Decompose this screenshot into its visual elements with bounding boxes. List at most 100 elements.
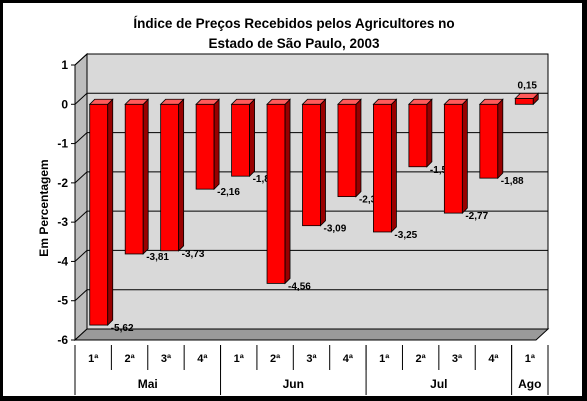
data-label: -2,16 (217, 187, 240, 198)
plot-area: 1 0 -1 -2 -3 -4 -5 -6 -5,62 -3,81 -3,73 -2,16 -1,83 -… (57, 52, 550, 395)
bar-top (88, 98, 114, 105)
data-label: 0,15 (518, 80, 538, 91)
bar-top (478, 98, 504, 105)
bar (407, 98, 433, 168)
category-label: 2ª (416, 353, 427, 365)
y-axis-label: Em Percentagem (37, 159, 51, 256)
side-wall (74, 52, 88, 342)
y-tick-label: -3 (57, 215, 68, 229)
gridline (74, 92, 548, 105)
bar-top (159, 98, 185, 105)
bar (124, 98, 150, 255)
gridline (74, 289, 548, 302)
bar-side (426, 98, 433, 168)
bar-front (443, 103, 463, 214)
bar-side (107, 98, 114, 327)
data-label: -5,62 (111, 323, 134, 334)
bar-front (373, 103, 392, 233)
bar-side (391, 98, 397, 233)
bar-front (231, 103, 250, 177)
bar-side (355, 98, 362, 198)
y-tick-label: -5 (57, 294, 68, 308)
chart-subtitle: Estado de São Paulo, 2003 (208, 36, 380, 51)
group-label: Ago (518, 377, 541, 391)
bar-top (124, 98, 150, 105)
category-label: 1ª (525, 353, 536, 365)
category-label: 4ª (197, 353, 208, 365)
bar-front (479, 103, 499, 179)
data-label: -1,83 (253, 174, 276, 185)
bar-front (514, 97, 534, 105)
bar-top (301, 98, 327, 105)
category-label: 1ª (234, 353, 245, 365)
bar-side (320, 98, 326, 227)
bar-top (407, 98, 433, 105)
bar (301, 98, 327, 227)
bar-top (230, 98, 256, 105)
category-label: 3ª (306, 353, 317, 365)
bar-side (497, 98, 504, 180)
chart-title: Índice de Preços Recebidos pelos Agricul… (133, 16, 454, 31)
category-label: 2ª (270, 353, 281, 365)
bar-front (266, 103, 286, 284)
bar-top (514, 92, 540, 99)
data-label: -1,59 (430, 165, 453, 176)
y-tick-label: -4 (57, 254, 68, 268)
bar-front (124, 103, 144, 255)
y-tick-label: -2 (57, 176, 68, 190)
bar-side (284, 98, 291, 285)
bar (372, 98, 398, 233)
bar-top (336, 98, 362, 105)
data-label: -2,35 (359, 195, 382, 206)
category-label: 4ª (488, 353, 499, 365)
bar (230, 98, 256, 178)
gridline (74, 53, 548, 66)
group-label: Jul (430, 377, 447, 391)
category-label: 3ª (452, 353, 463, 365)
group-label: Mai (138, 377, 158, 391)
data-label: -2,77 (465, 211, 488, 222)
bar (443, 98, 469, 215)
y-tick-label: 1 (61, 58, 68, 72)
data-label: -4,56 (288, 281, 311, 292)
bar-side (142, 98, 149, 255)
gridline (74, 249, 548, 262)
bar-front (302, 103, 321, 227)
y-tick-label: -6 (57, 333, 68, 347)
bar-chart: Índice de Preços Recebidos pelos Agricul… (37, 16, 550, 395)
bar-front (195, 103, 215, 190)
bar-front (337, 103, 357, 198)
bar-side (461, 98, 468, 215)
floor (73, 328, 550, 341)
bar (195, 98, 221, 191)
category-label: 1ª (379, 353, 390, 365)
group-label: Jun (283, 377, 304, 391)
bar-top (372, 98, 398, 105)
bar (514, 92, 540, 106)
bar (266, 98, 292, 285)
bar-side (249, 98, 255, 178)
data-label: -3,09 (324, 224, 347, 235)
data-label: -3,25 (394, 230, 417, 241)
data-label: -3,81 (146, 252, 169, 263)
data-label: -3,73 (182, 249, 205, 260)
bar-front (408, 103, 428, 168)
category-label: 2ª (124, 353, 135, 365)
category-label: 1ª (88, 353, 99, 365)
bar (159, 98, 185, 252)
bar-top (195, 98, 221, 105)
y-tick-label: 0 (61, 97, 68, 111)
category-label: 4ª (343, 353, 354, 365)
bar (336, 98, 362, 198)
data-label: -1,88 (501, 176, 524, 187)
category-label: 3ª (161, 353, 172, 365)
bar-top (266, 98, 292, 105)
y-tick-label: -1 (57, 137, 68, 151)
chart-frame: Índice de Preços Recebidos pelos Agricul… (3, 3, 582, 396)
bar (88, 98, 114, 327)
bar-front (89, 103, 109, 326)
bar (478, 98, 504, 180)
bar-side (178, 98, 185, 252)
bar-side (213, 98, 220, 191)
bar-front (160, 103, 180, 252)
